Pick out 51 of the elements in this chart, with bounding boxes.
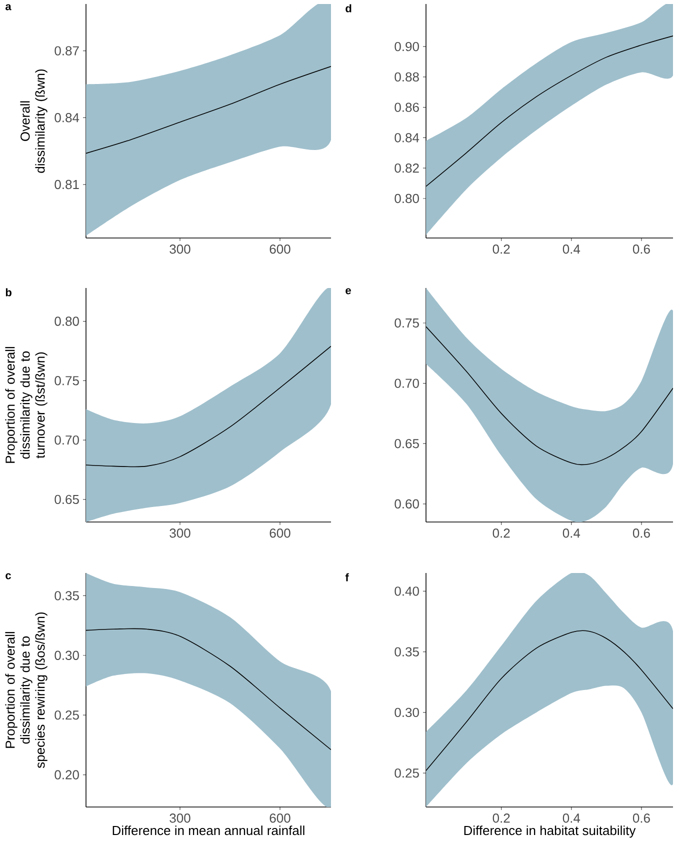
y-tick-label: 0.86: [394, 102, 419, 112]
y-tick-label: 0.40: [394, 586, 419, 596]
y-tick-label: 0.80: [394, 194, 419, 204]
y-tick-label: 0.60: [394, 499, 419, 509]
x-tick-label: 300: [170, 528, 190, 538]
y-axis-title: Proportion of overall dissimilarity due to turnover (ßst/ßwn): [5, 347, 48, 463]
x-tick-label: 0.4: [562, 528, 580, 538]
x-tick-label: 0.2: [492, 814, 510, 823]
y-tick-label: 0.88: [394, 72, 419, 82]
chart-title: e: [346, 288, 351, 294]
y-tick-label: 0.30: [394, 708, 419, 718]
y-tick-label: 0.82: [394, 164, 419, 173]
y-tick-label: 0.70: [394, 378, 419, 388]
y-tick-label: 0.35: [394, 647, 419, 656]
y-tick-label: 0.84: [54, 113, 80, 122]
y-tick-label: 0.75: [394, 318, 419, 328]
y-tick-label: 0.25: [54, 710, 79, 720]
x-tick-label: 0.4: [562, 244, 580, 254]
y-tick-label: 0.87: [54, 46, 79, 56]
x-tick-label: 0.6: [632, 244, 650, 254]
x-tick-label: 0.4: [562, 814, 580, 823]
y-tick-label: 0.20: [54, 770, 79, 780]
x-tick-label: 0.6: [632, 814, 650, 823]
y-tick-label: 0.25: [394, 768, 419, 778]
x-tick-label: 300: [170, 244, 190, 254]
y-tick-label: 0.65: [54, 494, 79, 504]
y-tick-label: 0.75: [54, 376, 79, 386]
y-tick-label: 0.81: [54, 180, 79, 190]
x-tick-label: 0.6: [632, 528, 650, 538]
chart-title: f: [345, 573, 349, 582]
y-tick-label: 0.80: [54, 316, 79, 326]
x-tick-label: 600: [270, 528, 290, 538]
y-tick-label: 0.35: [54, 591, 79, 600]
chart-title: a: [6, 4, 12, 10]
y-tick-label: 0.30: [54, 650, 79, 660]
chart-title: b: [6, 288, 12, 296]
y-tick-label: 0.70: [54, 435, 79, 445]
x-axis-title: Difference in mean annual rainfall: [112, 826, 304, 836]
x-tick-label: 0.2: [492, 244, 510, 254]
x-tick-label: 600: [270, 814, 290, 823]
x-tick-label: 600: [270, 244, 290, 254]
y-axis-title: Overall dissimilarity (ßwn): [20, 69, 48, 173]
y-tick-label: 0.65: [394, 439, 419, 448]
x-tick-label: 0.2: [492, 528, 510, 538]
x-axis-title: Difference in habitat suitability: [464, 826, 636, 838]
y-tick-label: 0.84: [394, 133, 420, 142]
chart-title: d: [346, 4, 352, 12]
chart-title: c: [6, 573, 11, 580]
y-tick-label: 0.90: [394, 42, 419, 52]
y-axis-title: Proportion of overall dissimilarity due to species rewiring (ßos/ßwn): [5, 612, 48, 768]
x-tick-label: 300: [170, 814, 190, 823]
